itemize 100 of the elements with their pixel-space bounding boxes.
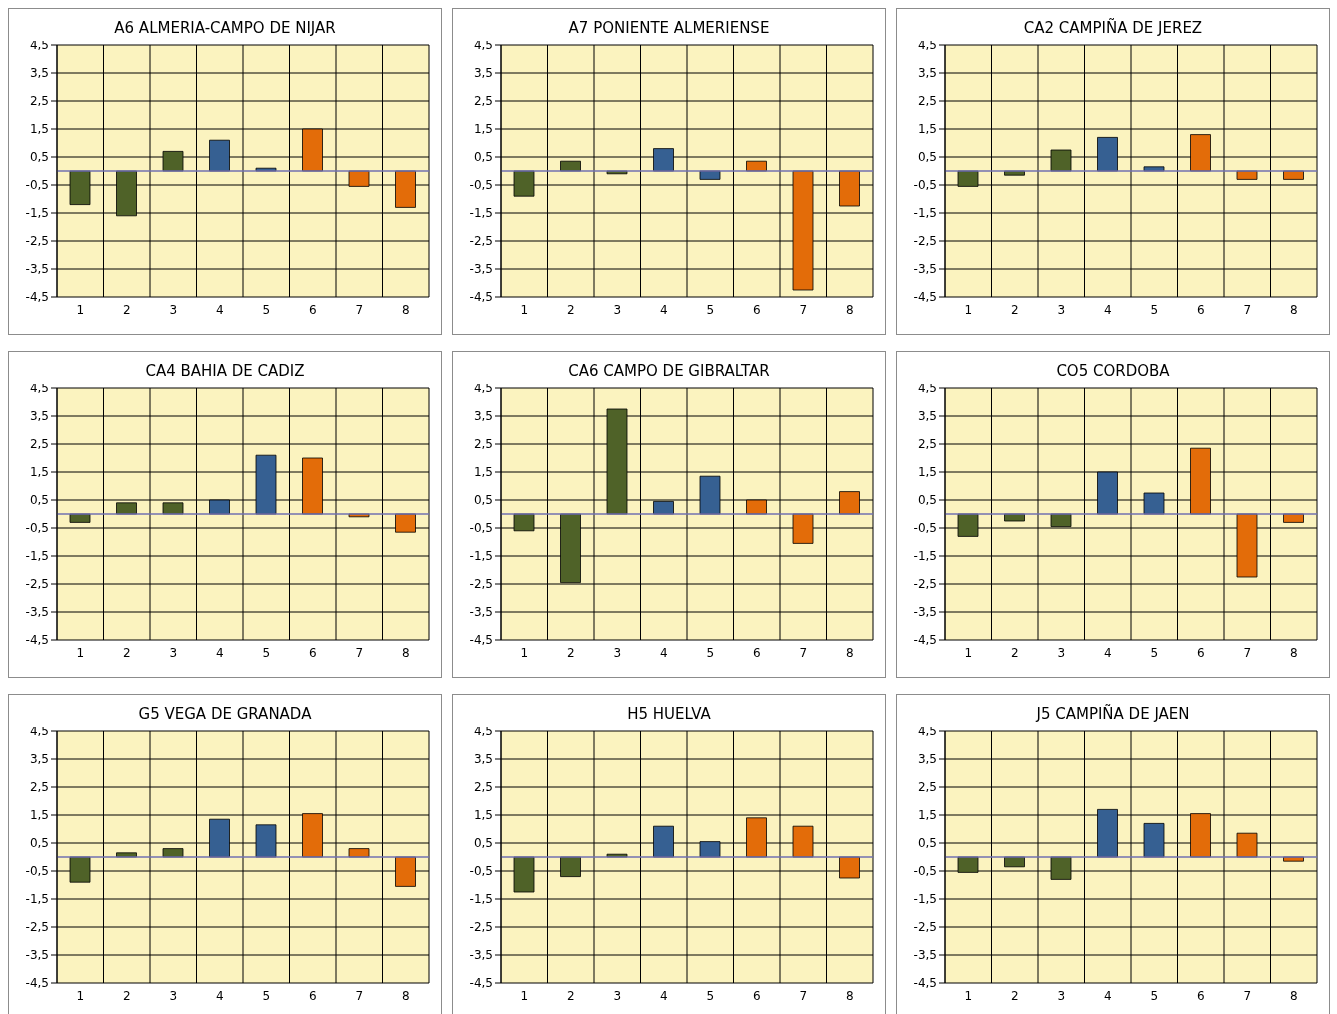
x-tick-label: 3 (613, 302, 622, 317)
y-tick-label: 4,5 (473, 724, 493, 739)
x-tick-label: 8 (845, 645, 854, 660)
y-tick-label: 1,5 (473, 122, 493, 137)
x-tick-label: 6 (752, 988, 761, 1003)
y-tick-label: 2,5 (29, 780, 49, 795)
y-tick-label: 3,5 (917, 409, 937, 424)
y-tick-label: 2,5 (917, 94, 937, 109)
x-tick-label: 4 (659, 302, 668, 317)
x-tick-label: 8 (845, 302, 854, 317)
x-tick-label: 5 (262, 302, 271, 317)
y-tick-label: -2,5 (469, 577, 493, 592)
y-tick-label: -4,5 (913, 976, 937, 991)
y-tick-label: -3,5 (25, 948, 49, 963)
y-tick-label: 4,5 (473, 381, 493, 396)
x-tick-label: 3 (1057, 988, 1066, 1003)
x-tick-label: 4 (1103, 988, 1112, 1003)
y-tick-label: -1,5 (913, 892, 937, 907)
y-tick-label: -3,5 (25, 605, 49, 620)
x-tick-label: 3 (1057, 302, 1066, 317)
y-tick-label: 0,5 (473, 836, 493, 851)
y-tick-label: -4,5 (469, 976, 493, 991)
y-tick-label: 2,5 (473, 437, 493, 452)
chart-title: H5 HUELVA (627, 705, 711, 723)
y-tick-label: -3,5 (469, 262, 493, 277)
x-tick-label: 5 (706, 645, 715, 660)
y-tick-label: -1,5 (25, 892, 49, 907)
y-tick-label: -4,5 (25, 290, 49, 305)
y-tick-label: -2,5 (913, 234, 937, 249)
x-tick-label: 2 (122, 645, 131, 660)
y-tick-label: 3,5 (29, 409, 49, 424)
x-tick-label: 7 (1243, 302, 1252, 317)
x-tick-label: 2 (1010, 302, 1019, 317)
x-tick-label: 2 (566, 988, 575, 1003)
y-tick-label: -3,5 (913, 605, 937, 620)
y-tick-label: -2,5 (913, 920, 937, 935)
y-tick-label: 3,5 (473, 66, 493, 81)
y-tick-label: 0,5 (29, 493, 49, 508)
x-tick-label: 3 (613, 988, 622, 1003)
x-tick-label: 5 (1150, 645, 1159, 660)
x-tick-label: 1 (964, 988, 973, 1003)
x-tick-label: 7 (1243, 988, 1252, 1003)
x-tick-label: 7 (355, 645, 364, 660)
y-tick-label: 0,5 (917, 836, 937, 851)
y-tick-label: -0,5 (913, 178, 937, 193)
y-tick-label: 2,5 (917, 437, 937, 452)
x-tick-label: 8 (401, 988, 410, 1003)
y-tick-label: -1,5 (469, 892, 493, 907)
chart-title: CO5 CORDOBA (1056, 362, 1170, 380)
y-tick-label: -1,5 (25, 206, 49, 221)
y-tick-label: 3,5 (29, 66, 49, 81)
y-tick-label: 1,5 (473, 465, 493, 480)
y-tick-label: -2,5 (913, 577, 937, 592)
y-tick-label: 2,5 (29, 94, 49, 109)
x-tick-label: 7 (1243, 645, 1252, 660)
x-tick-label: 1 (76, 645, 85, 660)
y-tick-label: -3,5 (913, 948, 937, 963)
x-tick-label: 7 (355, 302, 364, 317)
y-tick-label: -3,5 (25, 262, 49, 277)
y-tick-label: 1,5 (29, 465, 49, 480)
x-tick-label: 6 (1196, 302, 1205, 317)
x-tick-label: 8 (1289, 988, 1298, 1003)
x-tick-label: 8 (1289, 302, 1298, 317)
y-tick-label: -4,5 (469, 633, 493, 648)
x-tick-label: 1 (520, 988, 529, 1003)
x-tick-label: 4 (215, 302, 224, 317)
y-tick-label: 0,5 (917, 150, 937, 165)
y-tick-label: -0,5 (913, 864, 937, 879)
chart-title: G5 VEGA DE GRANADA (138, 705, 312, 723)
x-tick-label: 1 (76, 302, 85, 317)
chart-title: J5 CAMPIÑA DE JAEN (1036, 705, 1190, 723)
x-tick-label: 1 (964, 302, 973, 317)
y-tick-label: -0,5 (913, 521, 937, 536)
y-tick-label: 4,5 (29, 724, 49, 739)
x-tick-label: 5 (1150, 988, 1159, 1003)
y-tick-label: 4,5 (917, 724, 937, 739)
x-tick-label: 4 (215, 645, 224, 660)
x-tick-label: 1 (520, 302, 529, 317)
x-tick-label: 2 (122, 988, 131, 1003)
y-tick-label: -0,5 (25, 864, 49, 879)
y-tick-label: 2,5 (473, 94, 493, 109)
y-tick-label: 1,5 (29, 808, 49, 823)
y-tick-label: -2,5 (25, 920, 49, 935)
x-tick-label: 3 (169, 645, 178, 660)
y-tick-label: 3,5 (473, 409, 493, 424)
x-tick-label: 5 (262, 988, 271, 1003)
y-tick-label: 4,5 (917, 38, 937, 53)
x-tick-label: 6 (752, 645, 761, 660)
y-tick-label: -0,5 (25, 178, 49, 193)
x-tick-label: 3 (169, 302, 178, 317)
y-tick-label: 1,5 (29, 122, 49, 137)
x-tick-label: 6 (1196, 645, 1205, 660)
y-tick-label: 0,5 (29, 150, 49, 165)
y-tick-label: 4,5 (29, 381, 49, 396)
x-tick-label: 8 (845, 988, 854, 1003)
x-tick-label: 7 (355, 988, 364, 1003)
y-tick-label: -0,5 (469, 864, 493, 879)
y-tick-label: 0,5 (917, 493, 937, 508)
y-tick-label: 4,5 (29, 38, 49, 53)
x-tick-label: 1 (520, 645, 529, 660)
